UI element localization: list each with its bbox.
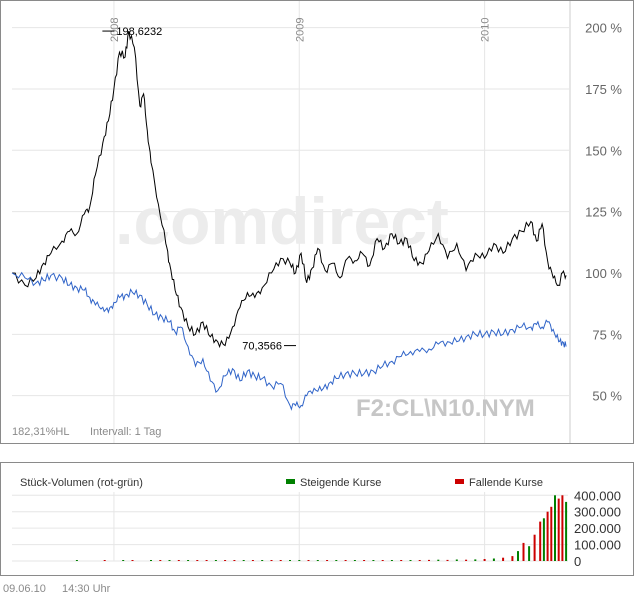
legend-rising-swatch [286,479,295,484]
volume-bar [344,560,347,561]
volume-bar [446,559,449,561]
volume-bar [546,511,549,561]
min-label: 70,3566 [242,341,282,353]
volume-bar [492,558,495,561]
volume-bar [187,560,190,561]
y-tick-label: 100 % [585,266,622,281]
max-label: 198,6232 [116,26,162,38]
volume-bar [316,560,319,561]
volume-bar [103,560,106,561]
volume-bar [372,560,375,561]
volume-bar [465,559,468,561]
volume-bar [522,542,525,561]
volume-bar [539,521,542,561]
volume-bar [298,560,301,561]
volume-bar [455,559,458,561]
legend-rising-label: Steigende Kurse [300,477,381,489]
year-label: 2008 [109,18,121,42]
volume-bar [168,560,171,561]
volume-bar [150,560,152,561]
y-tick-label: 200 % [585,21,622,36]
volume-title: Stück-Volumen (rot-grün) [20,477,143,489]
volume-bar [550,506,553,561]
volume-bar [122,560,125,561]
volume-bar [335,560,338,561]
volume-bar [326,560,329,561]
volume-bar [483,559,486,561]
volume-bar [279,560,282,561]
year-label: 2009 [294,18,306,42]
volume-bar [159,560,162,561]
volume-bar [554,495,556,561]
series-line-black [11,31,567,349]
y-tick-label: 150 % [585,143,622,158]
volume-bar [363,560,366,561]
volume-bar [409,560,412,561]
volume-bar [502,557,505,561]
legend-falling-label: Fallende Kurse [469,477,543,489]
watermark: .comdirect [115,184,449,258]
volume-bar [270,560,273,561]
volume-bar [474,559,477,561]
volume-bar [565,501,568,561]
series-layer [11,31,567,411]
volume-bar [196,560,199,561]
volume-bar [224,560,227,561]
volume-tick-label: 100.000 [574,538,621,553]
volume-bar [131,560,134,561]
range-label: 182,31%HL [12,426,70,438]
y-tick-label: 75 % [592,327,622,342]
volume-bar [542,518,545,561]
volume-tick-label: 400.000 [574,488,621,503]
interval-label: Intervall: 1 Tag [90,426,161,438]
volume-bars [75,495,568,561]
footer-date: 09.06.10 [3,583,46,595]
volume-tick-label: 200.000 [574,521,621,536]
volume-bar [528,546,531,561]
volume-bar [533,534,536,561]
y-tick-label: 125 % [585,205,622,220]
year-label: 2010 [480,18,492,42]
volume-bar [214,560,217,561]
volume-bar [561,495,564,561]
volume-tick-label: 0 [574,554,581,569]
volume-bar [437,559,440,561]
volume-bar [289,560,291,561]
volume-bar [233,560,236,561]
volume-bar [353,560,356,561]
volume-bar [251,560,254,561]
footer-time: 14:30 Uhr [62,583,111,595]
volume-bar [517,551,519,561]
y-tick-label: 50 % [592,389,622,404]
y-tick-labels: 50 % 75 % 100 % 125 % 150 % 175 % 200 % [585,21,622,404]
volume-bar [75,560,78,561]
legend-falling-swatch [455,479,464,484]
volume-bar [390,560,393,561]
year-labels: 2008 2009 2010 [109,18,492,42]
volume-bar [177,560,180,561]
volume-bar [511,556,514,561]
volume-bar [557,498,560,561]
volume-tick-label: 300.000 [574,505,621,520]
annotations: 198,6232 70,3566 [102,26,296,353]
main-grid [12,1,570,443]
volume-bar [400,560,403,561]
volume-bar [381,560,384,561]
volume-bar [428,559,430,561]
main-chart-frame [0,0,634,444]
volume-bar [307,560,310,561]
volume-bar [242,560,245,561]
volume-bar [418,560,421,561]
volume-bar [205,560,208,561]
y-tick-label: 175 % [585,82,622,97]
symbol-label: F2:CL\N10.NYM [356,395,535,422]
volume-bar [261,560,264,561]
volume-chart-frame [0,462,634,576]
series-line-blue [11,271,567,411]
